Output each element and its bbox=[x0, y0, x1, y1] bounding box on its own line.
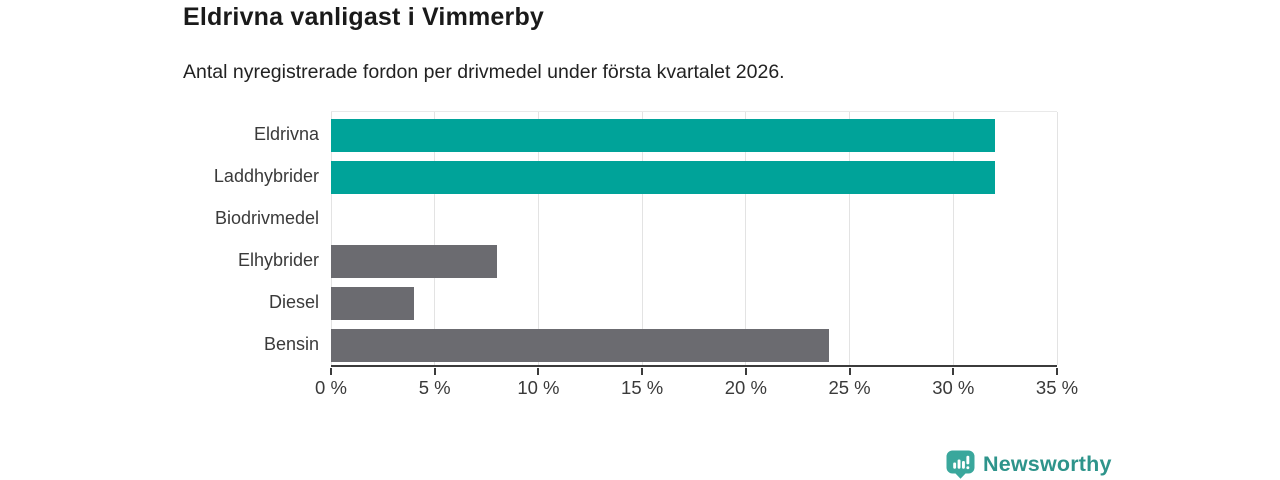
x-axis-tick-label-35: 35 % bbox=[1035, 377, 1079, 398]
gridline-30 bbox=[952, 112, 954, 365]
category-label-bensin: Bensin bbox=[263, 334, 319, 354]
category-label-elhybrider: Elhybrider bbox=[237, 250, 319, 270]
gridline-20 bbox=[745, 112, 747, 365]
category-axis-labels: Eldrivna Laddhybrider Biodrivmedel Elhybrid… bbox=[183, 111, 319, 367]
bar-bensin bbox=[331, 329, 829, 362]
gridline-35 bbox=[1056, 112, 1058, 365]
mini-bar-chart-glyph bbox=[953, 455, 970, 470]
gridline-10 bbox=[537, 112, 539, 365]
x-axis-tick-0 bbox=[330, 368, 332, 375]
x-axis-tick-label-15: 15 % bbox=[621, 377, 664, 398]
gridline-15 bbox=[641, 112, 643, 365]
x-axis-tick-label-5: 5 % bbox=[418, 377, 451, 398]
category-label-eldrivna: Eldrivna bbox=[253, 124, 319, 144]
bar-elhybrider bbox=[331, 245, 497, 278]
bar-eldrivna bbox=[331, 119, 995, 152]
category-label-diesel: Diesel bbox=[268, 292, 319, 312]
chart-title: Eldrivna vanligast i Vimmerby bbox=[183, 3, 545, 31]
x-axis-tick-label-20: 20 % bbox=[724, 377, 767, 398]
x-axis-tick-5 bbox=[433, 368, 436, 375]
x-axis-tick-20 bbox=[744, 368, 747, 375]
x-axis-tick-35 bbox=[1056, 368, 1058, 375]
plot-area: 0 % 5 % 10 % 15 % 20 % 25 % 30 % 35 % bbox=[315, 111, 1078, 398]
x-axis-tick-label-30: 30 % bbox=[932, 377, 975, 398]
x-axis-tick-10 bbox=[537, 368, 540, 375]
category-label-biodrivmedel: Biodrivmedel bbox=[214, 208, 319, 228]
chart-subtitle: Antal nyregistrerade fordon per drivmede… bbox=[183, 61, 785, 83]
gridline-25 bbox=[849, 112, 851, 365]
bar-laddhybrider bbox=[331, 161, 995, 194]
bar-diesel bbox=[331, 287, 414, 320]
newsworthy-branding: Newsworthy bbox=[946, 450, 1112, 479]
x-axis-tick-25 bbox=[848, 368, 851, 375]
x-axis-tick-30 bbox=[952, 368, 955, 375]
x-axis-tick-label-0: 0 % bbox=[315, 377, 347, 398]
category-label-laddhybrider: Laddhybrider bbox=[213, 166, 319, 186]
newsworthy-wordmark: Newsworthy bbox=[983, 452, 1112, 476]
x-axis-tick-label-10: 10 % bbox=[517, 377, 560, 398]
x-axis-tick-15 bbox=[641, 368, 644, 375]
gridline-5 bbox=[434, 112, 436, 365]
gridline-0 bbox=[330, 112, 332, 365]
x-axis-tick-label-25: 25 % bbox=[828, 377, 871, 398]
newsworthy-chart-bubble-icon bbox=[946, 450, 975, 479]
